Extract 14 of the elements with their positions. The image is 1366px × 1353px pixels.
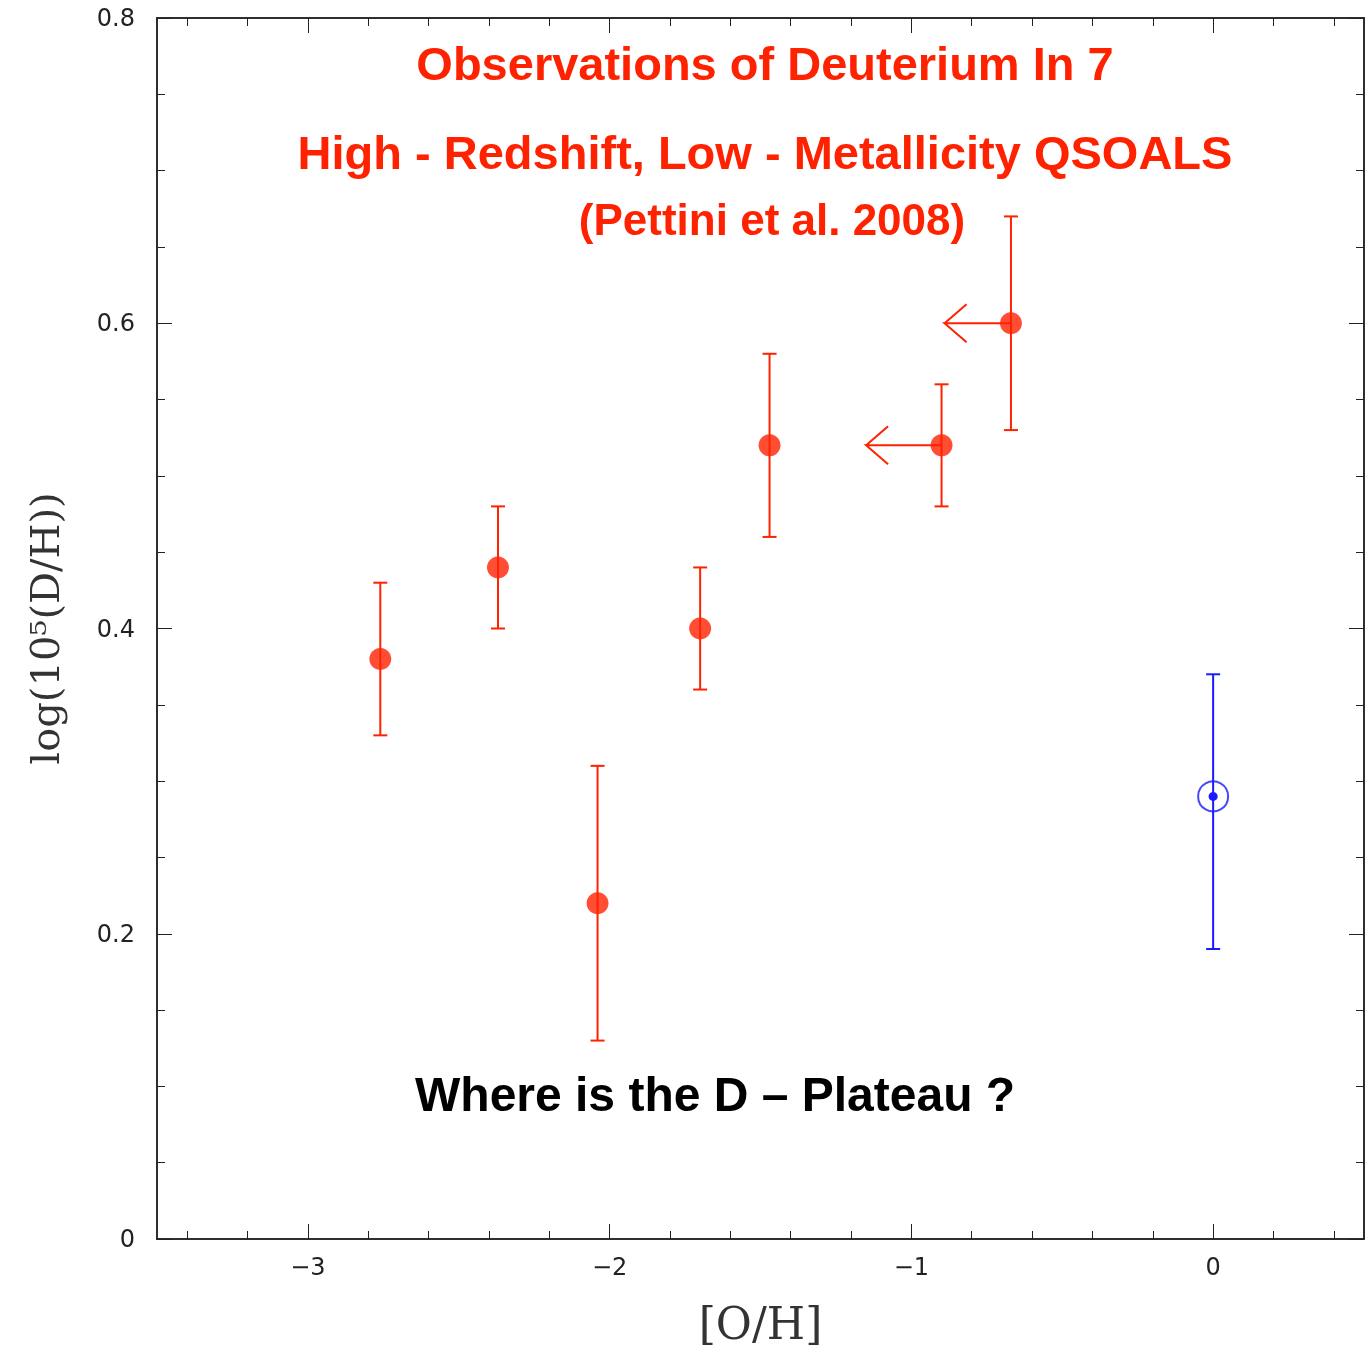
y-axis-title: log(10⁵(D/H)): [22, 492, 68, 765]
x-tick-label: −3: [290, 1253, 326, 1281]
x-tick-label: 0: [1205, 1253, 1221, 1281]
y-tick-label: 0: [119, 1225, 135, 1253]
y-tick-label: 0.6: [96, 309, 135, 338]
x-tick-label: −2: [591, 1253, 628, 1281]
text: Observations of Deuterium In 7 High - Redshift, Low - Metallicity QSOALS: [297, 37, 1233, 179]
y-tick-label: 0.4: [96, 614, 135, 643]
y-tick-label: 0.2: [96, 919, 135, 948]
text: (Pettini et al. 2008): [578, 194, 966, 244]
x-axis-title: [O/H]: [698, 1297, 823, 1349]
annotation: Where is the D – Plateau ?: [415, 1067, 1016, 1121]
y-tick-label: 0.8: [96, 4, 135, 32]
x-tick-label: −1: [893, 1253, 930, 1281]
